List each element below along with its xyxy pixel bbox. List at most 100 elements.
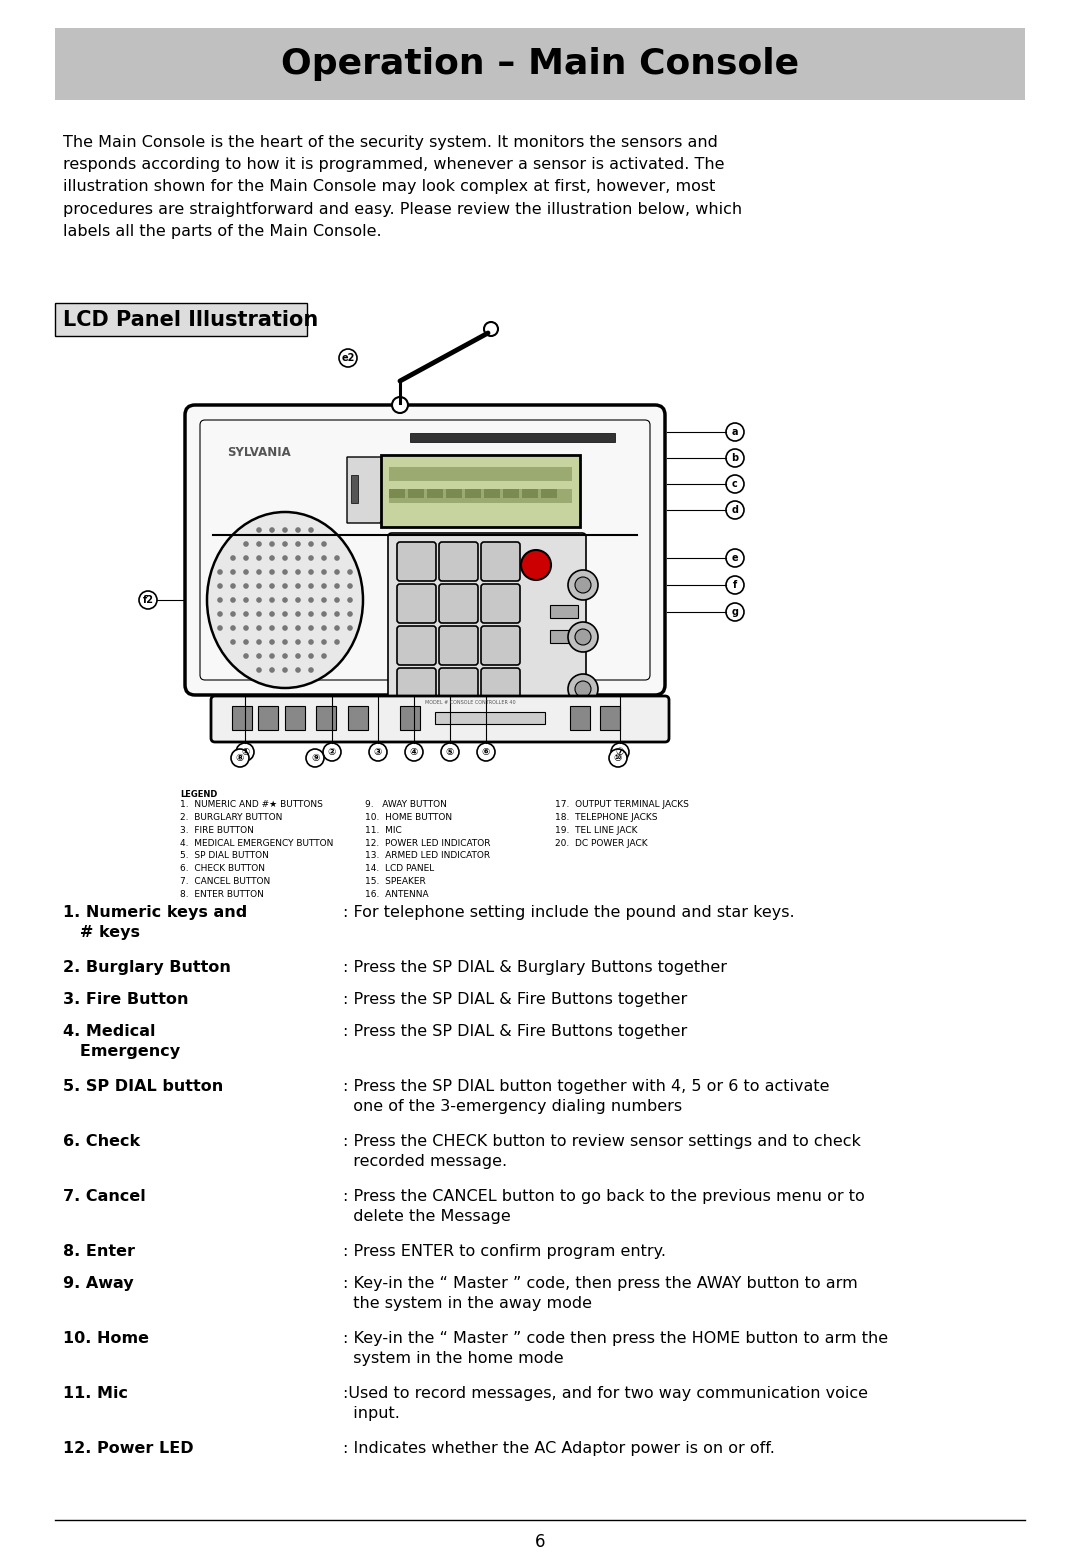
Circle shape [256, 625, 261, 631]
Text: LEGEND: LEGEND [180, 790, 217, 800]
Text: e: e [731, 553, 739, 562]
Text: Emergency: Emergency [63, 1043, 180, 1059]
FancyBboxPatch shape [397, 584, 436, 623]
Bar [465, 489, 481, 498]
Text: 10. Home: 10. Home [63, 1331, 149, 1346]
Circle shape [334, 555, 340, 561]
Circle shape [217, 611, 222, 617]
Text: ①: ① [241, 747, 249, 758]
Circle shape [282, 625, 287, 631]
Circle shape [139, 590, 157, 609]
Circle shape [217, 625, 222, 631]
Text: : Press the SP DIAL button together with 4, 5 or 6 to activate: : Press the SP DIAL button together with… [343, 1079, 829, 1093]
Circle shape [308, 597, 314, 603]
Circle shape [405, 744, 423, 761]
Text: ⑥: ⑥ [482, 747, 490, 758]
Circle shape [726, 448, 744, 467]
Text: ⑧: ⑧ [235, 753, 244, 762]
Circle shape [256, 597, 261, 603]
Text: : Press ENTER to confirm program entry.: : Press ENTER to confirm program entry. [343, 1243, 666, 1259]
Bar [550, 629, 578, 644]
Circle shape [334, 597, 340, 603]
Circle shape [243, 625, 248, 631]
FancyBboxPatch shape [438, 542, 478, 581]
FancyBboxPatch shape [381, 455, 580, 526]
Circle shape [295, 625, 301, 631]
Text: 11. Mic: 11. Mic [63, 1385, 129, 1401]
Text: The Main Console is the heart of the security system. It monitors the sensors an: The Main Console is the heart of the sec… [63, 134, 742, 239]
Text: ⑩: ⑩ [613, 753, 622, 762]
Circle shape [256, 639, 261, 645]
Text: ⑤: ⑤ [446, 747, 454, 758]
Bar [351, 475, 357, 503]
Text: delete the Message: delete the Message [343, 1209, 511, 1225]
Text: f2: f2 [143, 595, 153, 604]
Polygon shape [347, 458, 426, 523]
Circle shape [269, 583, 274, 589]
Text: ⑦: ⑦ [616, 747, 624, 758]
Circle shape [230, 555, 235, 561]
Circle shape [243, 540, 248, 547]
Circle shape [256, 653, 261, 659]
Circle shape [295, 528, 301, 533]
Circle shape [484, 322, 498, 336]
Circle shape [256, 667, 261, 673]
Bar [427, 489, 443, 498]
Text: 17.  OUTPUT TERMINAL JACKS
18.  TELEPHONE JACKS
19.  TEL LINE JACK
20.  DC POWER: 17. OUTPUT TERMINAL JACKS 18. TELEPHONE … [555, 800, 689, 848]
Circle shape [256, 555, 261, 561]
Circle shape [334, 569, 340, 575]
FancyBboxPatch shape [211, 697, 669, 742]
Text: recorded message.: recorded message. [343, 1154, 508, 1168]
Circle shape [295, 667, 301, 673]
Circle shape [269, 639, 274, 645]
Text: 3. Fire Button: 3. Fire Button [63, 992, 189, 1007]
Text: 2. Burglary Button: 2. Burglary Button [63, 961, 231, 975]
Circle shape [308, 555, 314, 561]
Text: c: c [732, 480, 738, 489]
Circle shape [256, 611, 261, 617]
Text: 6. Check: 6. Check [63, 1134, 140, 1150]
Text: : Press the SP DIAL & Burglary Buttons together: : Press the SP DIAL & Burglary Buttons t… [343, 961, 727, 975]
Circle shape [568, 622, 598, 651]
Bar [389, 489, 405, 498]
Circle shape [231, 750, 249, 767]
Circle shape [308, 528, 314, 533]
Circle shape [256, 569, 261, 575]
Bar [484, 489, 500, 498]
Bar [285, 706, 305, 729]
Circle shape [321, 653, 327, 659]
Circle shape [230, 625, 235, 631]
Circle shape [295, 653, 301, 659]
Circle shape [230, 639, 235, 645]
Circle shape [347, 597, 353, 603]
Text: e2: e2 [341, 353, 354, 362]
Text: g: g [731, 608, 739, 617]
Circle shape [308, 653, 314, 659]
Circle shape [321, 625, 327, 631]
Bar [389, 467, 572, 481]
Text: input.: input. [343, 1406, 400, 1421]
Text: one of the 3-emergency dialing numbers: one of the 3-emergency dialing numbers [343, 1100, 683, 1114]
Circle shape [269, 540, 274, 547]
Text: ④: ④ [410, 747, 418, 758]
Circle shape [321, 540, 327, 547]
Bar [541, 489, 557, 498]
Text: a: a [732, 426, 739, 437]
Bar [522, 489, 538, 498]
Circle shape [323, 744, 341, 761]
Text: : Key-in the “ Master ” code, then press the AWAY button to arm: : Key-in the “ Master ” code, then press… [343, 1276, 858, 1292]
Circle shape [726, 501, 744, 519]
Circle shape [568, 570, 598, 600]
Bar [400, 706, 420, 729]
Bar [410, 433, 615, 442]
Circle shape [321, 639, 327, 645]
Circle shape [321, 555, 327, 561]
Bar [232, 706, 252, 729]
Circle shape [334, 639, 340, 645]
Circle shape [282, 540, 287, 547]
Circle shape [441, 744, 459, 761]
Text: 6: 6 [535, 1532, 545, 1551]
Circle shape [308, 625, 314, 631]
Text: MODEL # CONSOLE CONTROLLER 40: MODEL # CONSOLE CONTROLLER 40 [424, 700, 515, 706]
Circle shape [308, 583, 314, 589]
